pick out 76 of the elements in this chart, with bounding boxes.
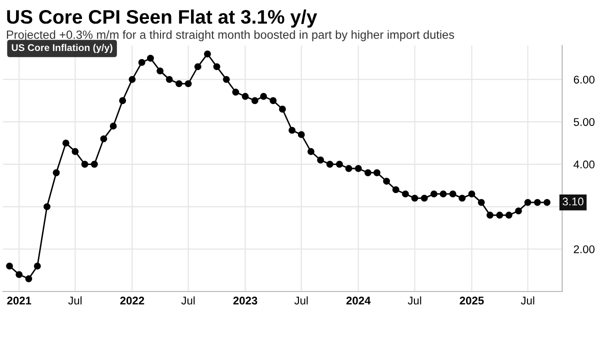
point [345, 165, 352, 172]
point [204, 50, 211, 58]
point [146, 54, 154, 62]
point [373, 169, 380, 176]
point [505, 212, 512, 219]
point [544, 198, 550, 206]
point [534, 198, 541, 206]
point [72, 148, 79, 156]
point [307, 148, 314, 156]
point [260, 92, 268, 100]
point [440, 190, 447, 198]
point [411, 194, 418, 202]
x-tick-label: 2023 [233, 296, 258, 305]
point [184, 80, 192, 88]
x-tick-label: 2025 [460, 296, 484, 305]
point [364, 169, 372, 176]
point [119, 97, 126, 104]
point [81, 160, 88, 168]
y-tick-label: 2.00 [574, 245, 594, 254]
point [478, 198, 485, 206]
y-tick-label: 5.00 [574, 118, 594, 126]
point [496, 212, 504, 219]
point [34, 262, 41, 270]
x-tick-label: 2022 [120, 296, 144, 305]
x-tick-label: Jul [181, 296, 195, 305]
x-tick-label: 2021 [7, 296, 32, 305]
point [317, 156, 324, 164]
point [16, 271, 23, 278]
point [251, 97, 258, 104]
x-tick-label: Jul [520, 296, 534, 305]
point [100, 135, 108, 142]
point [242, 92, 249, 100]
x-tick-label: Jul [68, 296, 82, 305]
point [138, 58, 146, 66]
point [278, 106, 286, 113]
point [44, 203, 50, 210]
point [6, 262, 13, 270]
point [25, 275, 32, 282]
point [515, 207, 522, 214]
point [128, 76, 136, 83]
y-tick-label: 6.00 [574, 76, 594, 84]
point [270, 97, 277, 104]
annotation: 3.10 [562, 198, 584, 206]
point [288, 126, 296, 134]
point [90, 160, 98, 168]
point [392, 186, 400, 194]
chart-subtitle: Projected +0.3% m/m for a third straight month boosted in part by higher import duties [6, 30, 454, 42]
chart-title: US Core CPI Seen Flat at 3.1% y/y [7, 10, 318, 28]
point [336, 160, 343, 168]
x-tick-label: 2024 [346, 296, 371, 305]
x-tick-label: Jul [408, 296, 422, 305]
x-tick-label: Jul [294, 296, 308, 305]
point [166, 76, 173, 83]
point [232, 88, 240, 96]
point [326, 160, 334, 168]
point [175, 80, 182, 88]
y-tick-label: 4.00 [574, 160, 594, 168]
point [524, 198, 532, 206]
point [110, 122, 117, 130]
text: US Core Inflation (y/y) [12, 44, 112, 53]
point [298, 131, 305, 138]
point [449, 190, 456, 198]
point [222, 76, 230, 83]
point [156, 67, 164, 74]
point [62, 140, 70, 147]
point [52, 169, 60, 176]
point [420, 194, 428, 202]
point [430, 190, 438, 198]
point [383, 178, 390, 185]
point [194, 63, 202, 70]
point [354, 165, 362, 172]
point [213, 63, 220, 70]
point [468, 190, 476, 198]
point [402, 190, 409, 198]
point [486, 212, 494, 219]
point [458, 194, 466, 202]
